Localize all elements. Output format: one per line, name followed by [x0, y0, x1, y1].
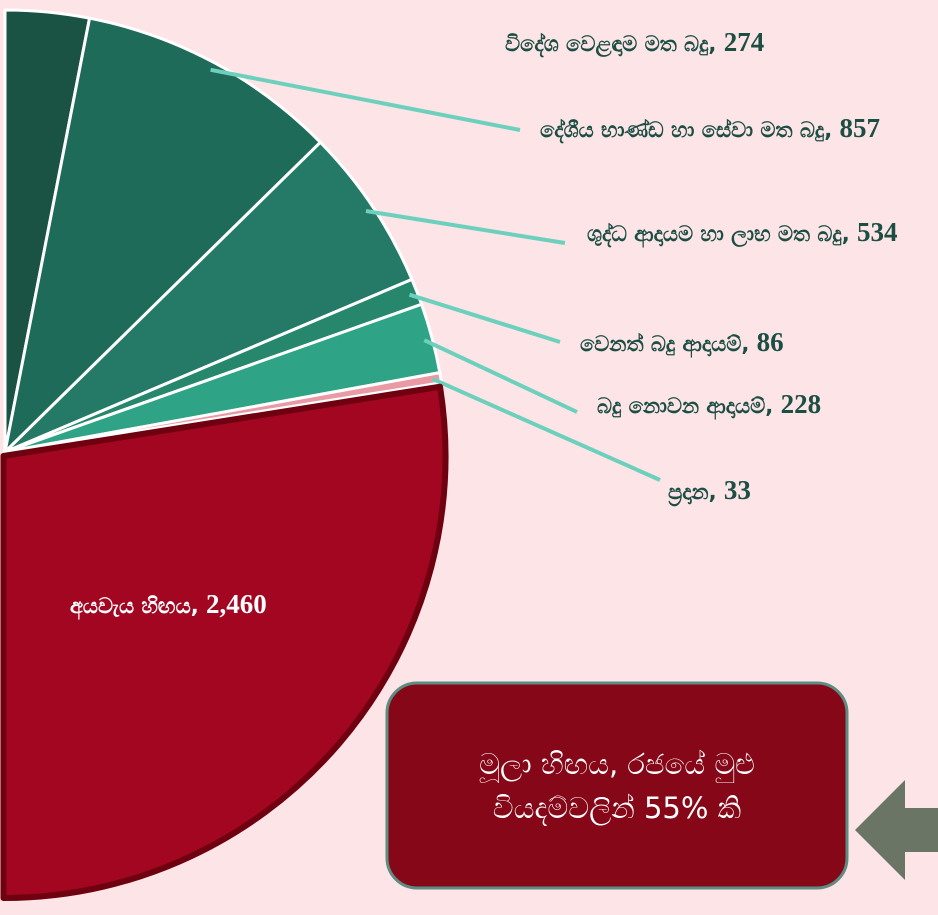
- leader-line: [365, 209, 566, 245]
- category-name: විදේශ වෙළඳාම මත බදු: [505, 32, 709, 56]
- leader-line: [423, 338, 578, 414]
- arrow: [855, 780, 938, 880]
- slice-label: විදේශ වෙළඳාම මත බදු, 274: [505, 27, 765, 57]
- slice-label: ශුද්ධ ආදායම හා ලාභ මත බදු, 534: [587, 217, 898, 247]
- leader-line: [432, 377, 661, 482]
- slice: [0, 383, 449, 901]
- category-name: ශුද්ධ ආදායම හා ලාභ මත බදු: [587, 222, 842, 246]
- category-name: ප්‍රදාන: [668, 480, 709, 504]
- slice-label: දේශීය භාණ්ඩ හා සේවා මත බදු, 857: [540, 113, 881, 143]
- leader-line: [408, 292, 561, 344]
- note-line: මූලා හිඟය, රජයේ මුළු: [479, 746, 755, 781]
- leader-line: [210, 67, 521, 132]
- value-label: 228: [780, 389, 822, 419]
- note-box: [385, 681, 849, 890]
- slice-label: වෙනත් බදු ආදායම්, 86: [580, 327, 784, 357]
- slice: [3, 16, 322, 454]
- value-label: 274: [723, 27, 765, 57]
- value-label: 33: [723, 475, 751, 505]
- slice-label: බදු නොවන ආදායම්, 228: [597, 389, 822, 419]
- category-name: බදු නොවන ආදායම්: [597, 394, 766, 418]
- slice-label: ප්‍රදාන, 33: [668, 475, 751, 505]
- note: මූලා හිඟය, රජයේ මුළු වියදම්වලින් 55% කි: [387, 683, 847, 888]
- slice-label: අයවැය හිඟය, 2,460: [70, 589, 267, 619]
- value-label: 857: [839, 113, 881, 143]
- value-label: 2,460: [206, 589, 267, 619]
- value-label: 534: [857, 217, 898, 247]
- category-name: වෙනත් බදු ආදායම්: [580, 332, 742, 356]
- value-label: 86: [756, 327, 784, 357]
- slice: [3, 140, 414, 454]
- category-name: දේශීය භාණ්ඩ හා සේවා මත බදු: [540, 118, 825, 142]
- note-line: වියදම්වලින් 55% කි: [492, 790, 742, 825]
- category-name: අයවැය හිඟය: [70, 594, 191, 618]
